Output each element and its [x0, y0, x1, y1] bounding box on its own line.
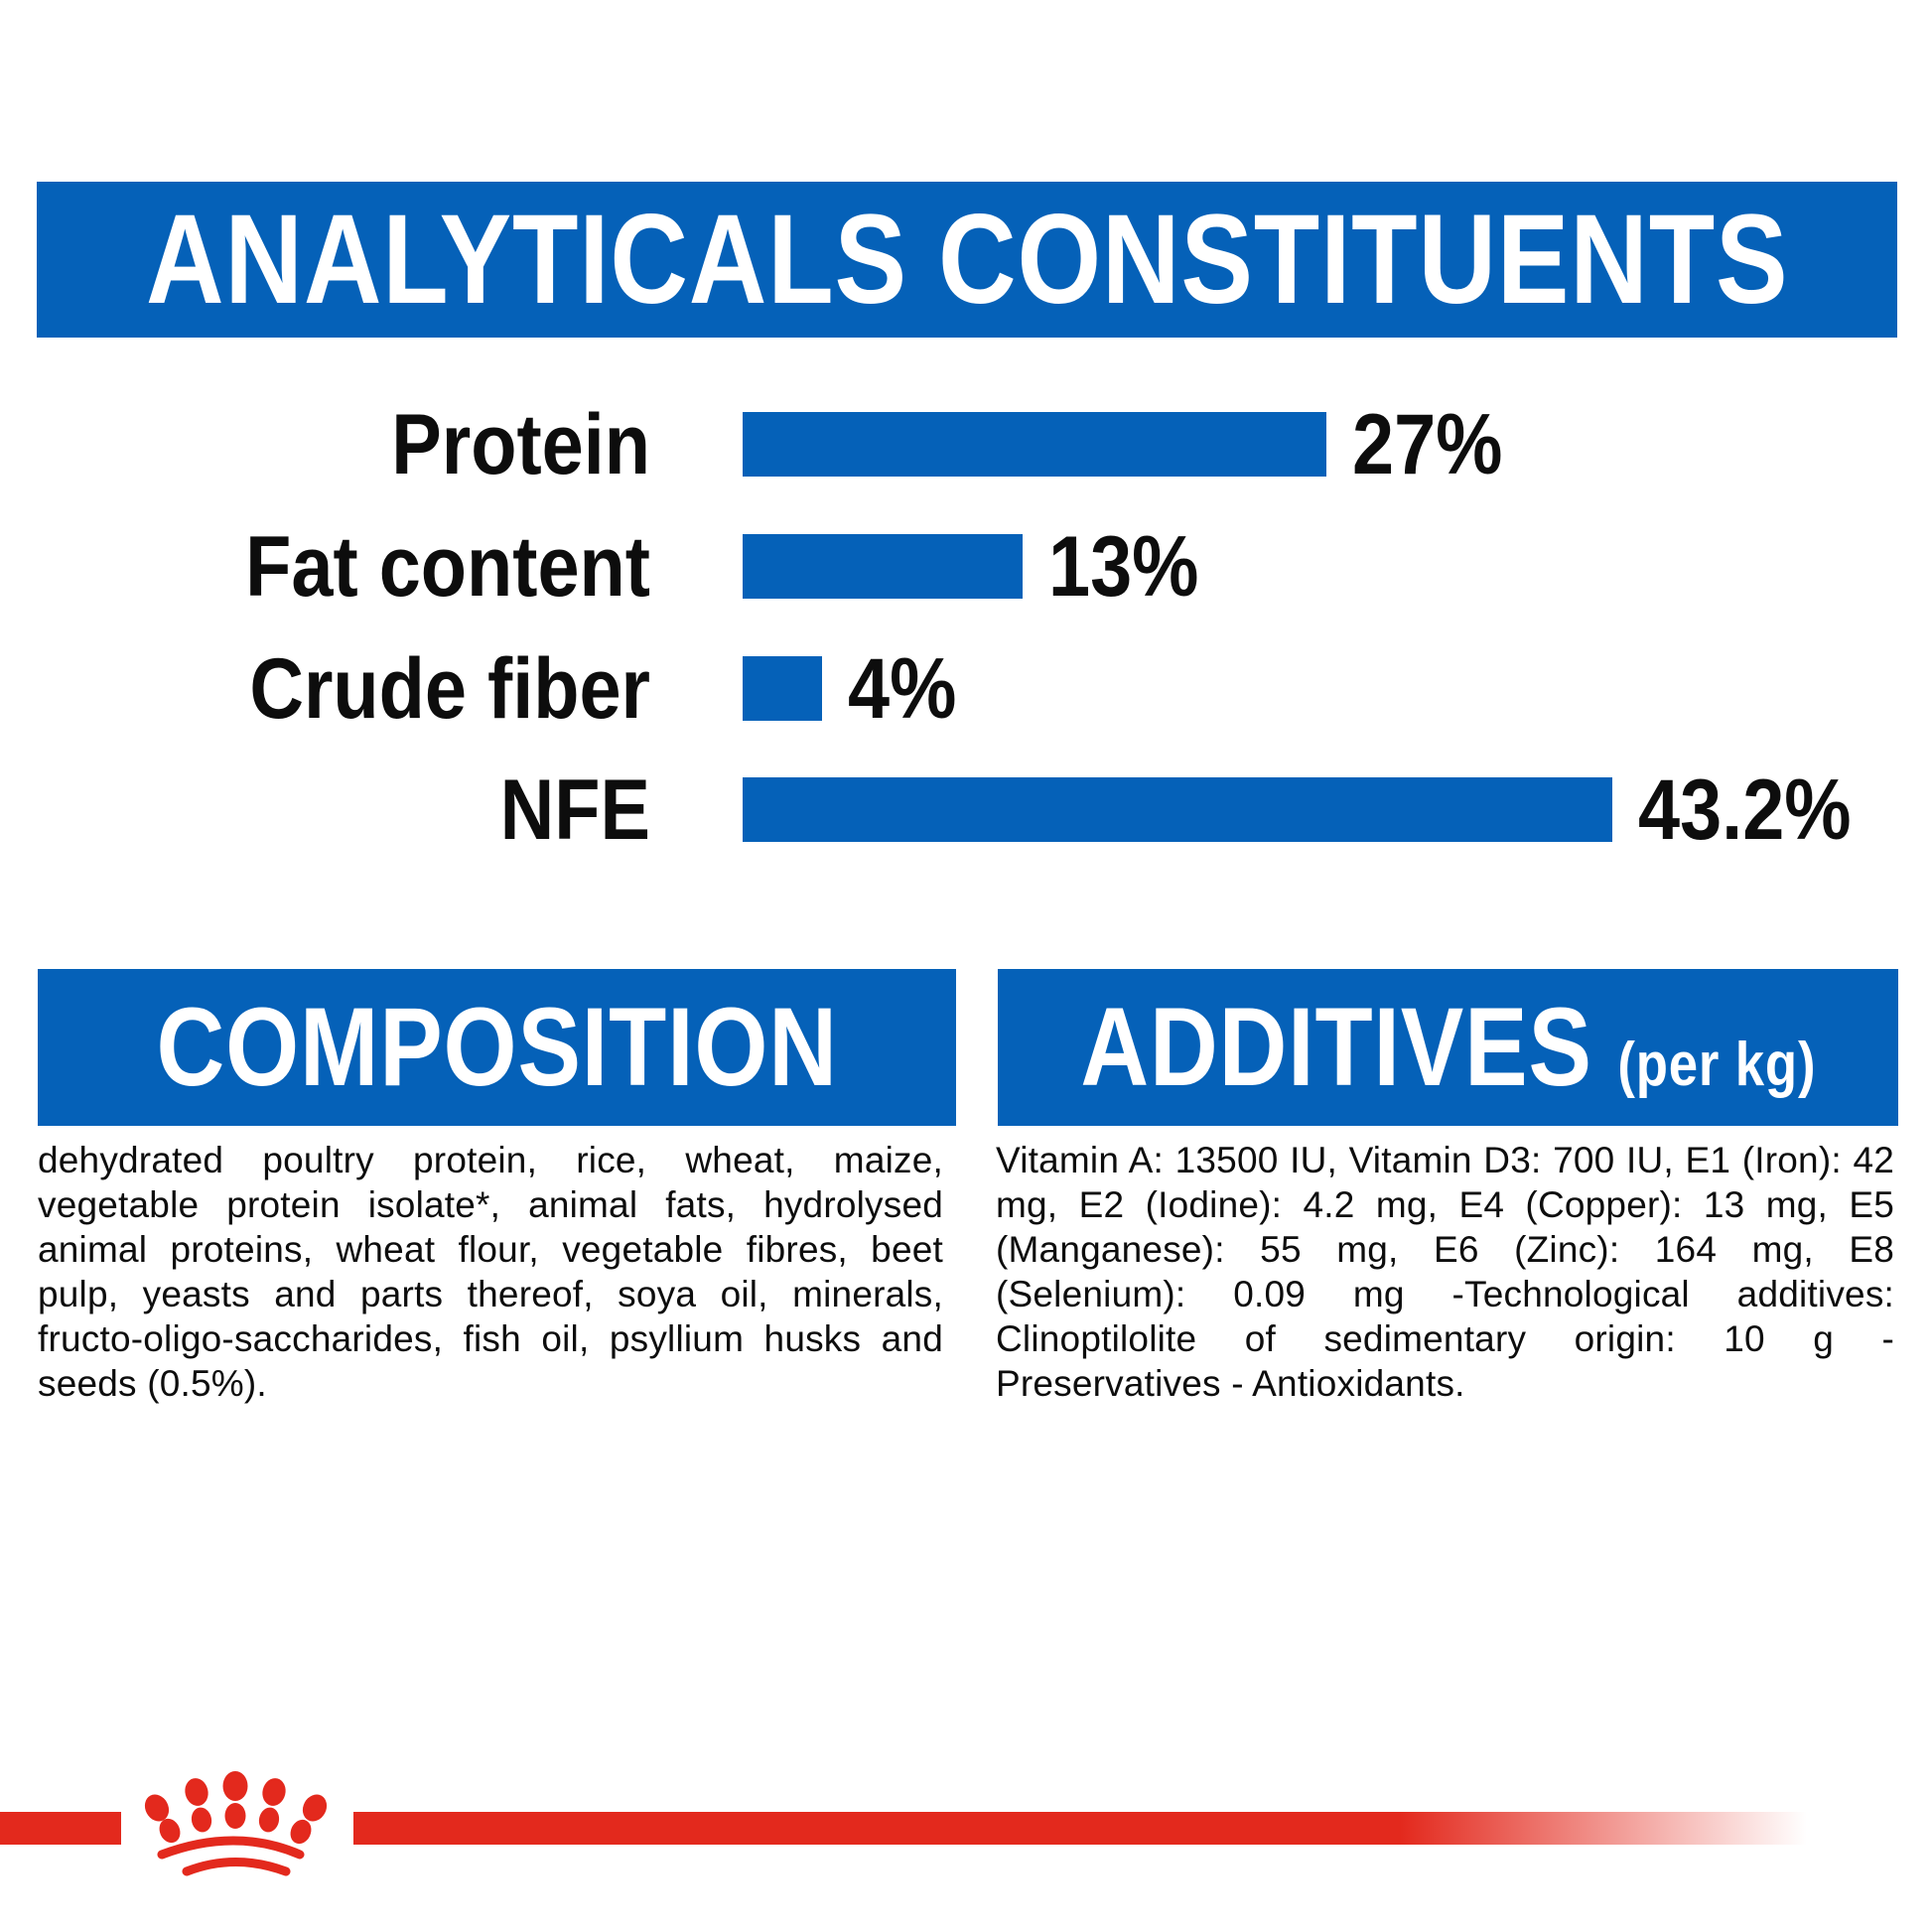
- chart-value-label: 43.2%: [1638, 761, 1852, 858]
- chart-value-label: 4%: [848, 640, 957, 737]
- royal-canin-crown-logo: [144, 1771, 328, 1876]
- red-ribbon-right: [353, 1812, 1807, 1845]
- chart-row: Fat content 13%: [0, 524, 1932, 610]
- composition-title: COMPOSITION: [156, 985, 838, 1109]
- analyticals-banner: ANALYTICALS CONSTITUENTS: [37, 182, 1897, 338]
- chart-value-label: 13%: [1048, 518, 1199, 615]
- additives-title-group: ADDITIVES (per kg): [1080, 992, 1816, 1103]
- chart-category-label: NFE: [499, 761, 650, 858]
- additives-banner: ADDITIVES (per kg): [998, 969, 1898, 1126]
- chart-bar: [743, 777, 1612, 842]
- chart-bar: [743, 412, 1326, 477]
- chart-category-label: Protein: [391, 396, 650, 492]
- chart-bar: [743, 656, 822, 721]
- analytical-constituents-chart: Protein 27% Fat content 13% Crude fiber 4% NFE…: [0, 338, 1932, 933]
- analyticals-title: ANALYTICALS CONSTITUENTS: [145, 188, 1789, 331]
- chart-category-label: Fat content: [245, 518, 650, 615]
- additives-body: Vitamin A: 13500 IU, Vitamin D3: 700 IU,…: [996, 1140, 1894, 1404]
- chart-row: NFE 43.2%: [0, 767, 1932, 853]
- crown-dots: [144, 1771, 328, 1845]
- composition-body: dehydrated poultry protein, rice, wheat,…: [38, 1140, 943, 1404]
- additives-unit-label: (per kg): [1616, 1031, 1816, 1099]
- chart-row: Protein 27%: [0, 402, 1932, 487]
- chart-value-label: 27%: [1352, 396, 1503, 492]
- composition-banner: COMPOSITION: [38, 969, 956, 1126]
- red-ribbon-left: [0, 1812, 121, 1845]
- additives-title: ADDITIVES: [1079, 985, 1592, 1109]
- chart-category-label: Crude fiber: [249, 640, 650, 737]
- crown-base-arcs: [157, 1836, 305, 1876]
- chart-bar: [743, 534, 1023, 599]
- chart-row: Crude fiber 4%: [0, 646, 1932, 732]
